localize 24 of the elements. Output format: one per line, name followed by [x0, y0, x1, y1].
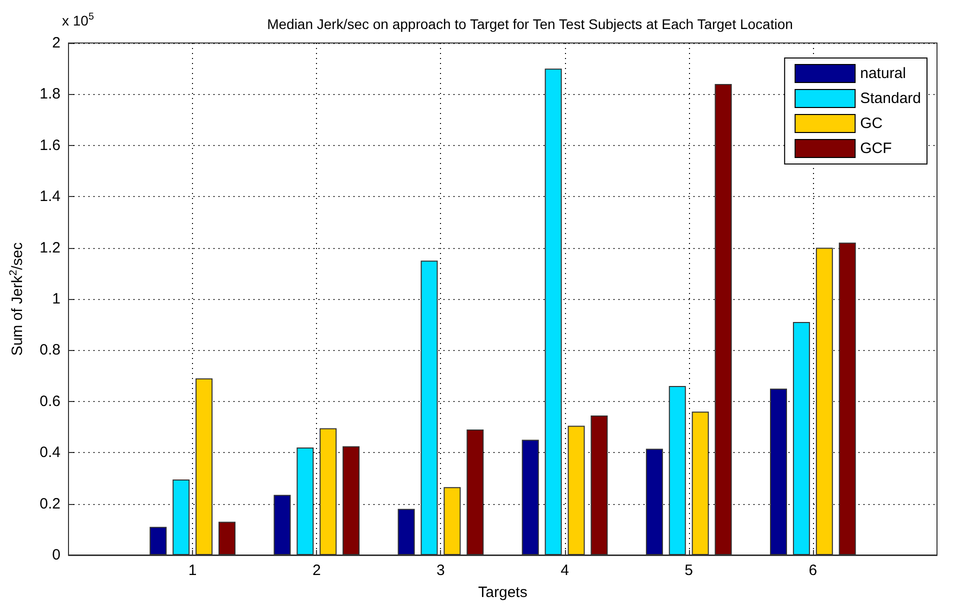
y-tick-label: 0: [52, 546, 60, 564]
x-tick-label: 2: [312, 562, 321, 579]
chart-title: Median Jerk/sec on approach to Target for Ten Test Subjects at Each Target Location: [267, 16, 793, 32]
y-tick-label: 1.4: [40, 188, 60, 206]
y-tick-label: 2: [52, 34, 60, 52]
y-tick-label: 0.2: [40, 495, 60, 512]
x-tick-label: 4: [560, 562, 569, 579]
x-tick-label: 6: [808, 562, 818, 579]
y-tick-label: 1: [52, 290, 60, 308]
legend-label: GC: [860, 115, 883, 132]
x-tick-label: 5: [684, 562, 694, 579]
y-tick-label: 0.4: [40, 444, 60, 462]
y-axis-title: Sum of Jerk2/sec: [8, 242, 26, 356]
legend-label: natural: [860, 65, 906, 82]
legend-label: GCF: [860, 140, 892, 157]
y-tick-label: 1.2: [40, 239, 60, 256]
y-tick-label: 1.8: [40, 86, 60, 103]
x-axis-title: Targets: [478, 584, 528, 601]
y-tick-label: 0.6: [40, 392, 60, 410]
legend-label: Standard: [860, 90, 922, 107]
y-tick-label: 1.6: [40, 136, 60, 154]
x-tick-label: 1: [188, 562, 197, 579]
y-tick-label: 0.8: [40, 342, 60, 359]
x-tick-label: 3: [436, 562, 445, 579]
